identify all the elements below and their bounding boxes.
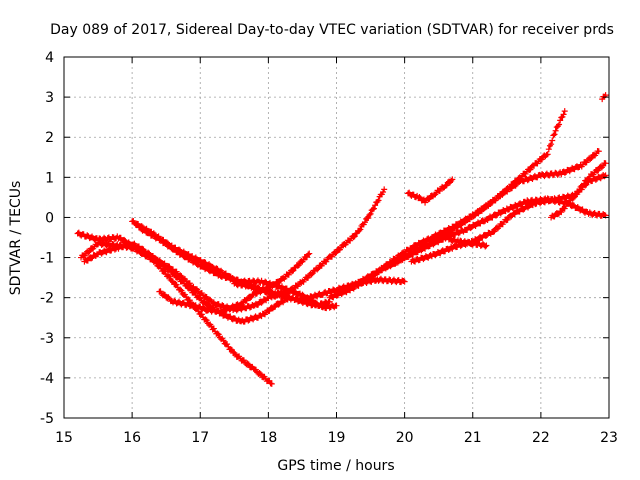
series-markers [231,186,388,300]
x-tick-label: 16 [123,430,141,446]
y-axis-label: SDTVAR / TECUs [8,181,24,296]
series-arc-7 [231,186,388,300]
x-tick-label: 23 [600,430,618,446]
series-markers [333,148,602,297]
y-tick-label: 3 [45,90,54,106]
series-markers [74,229,285,314]
axis-ticks [63,56,610,419]
series-markers [445,235,490,250]
x-tick-label: 20 [396,430,414,446]
x-tick-label: 22 [532,430,550,446]
series-arc-1 [78,239,275,387]
y-tick-label: -4 [40,371,54,387]
y-tick-labels: -5 -4 -3 -2 -1 0 1 2 3 4 [40,50,54,427]
x-tick-label: 21 [464,430,482,446]
y-tick-label: -2 [40,291,54,307]
x-axis-label: GPS time / hours [277,458,394,474]
series-markers [405,176,456,206]
x-tick-labels: 15 16 17 18 19 20 21 22 23 [55,430,618,446]
series-arc-15 [445,235,490,250]
series-arc-13 [548,160,609,221]
y-tick-label: 1 [45,170,54,186]
data-points [74,92,609,387]
x-tick-label: 15 [55,430,73,446]
x-tick-label: 19 [328,430,346,446]
y-tick-label: -5 [40,411,54,427]
series-arc-10 [333,148,602,297]
series-markers [78,239,275,387]
y-tick-label: 2 [45,130,54,146]
y-tick-label: -1 [40,251,54,267]
x-tick-label: 17 [191,430,209,446]
y-tick-label: 0 [45,210,54,226]
grid-lines [64,57,609,418]
series-arc-14 [405,176,456,206]
series-markers [548,160,609,221]
y-tick-label: -3 [40,331,54,347]
series-arc-3 [74,229,285,314]
y-tick-label: 4 [45,50,54,66]
chart-title: Day 089 of 2017, Sidereal Day-to-day VTE… [50,22,614,38]
x-tick-label: 18 [259,430,277,446]
